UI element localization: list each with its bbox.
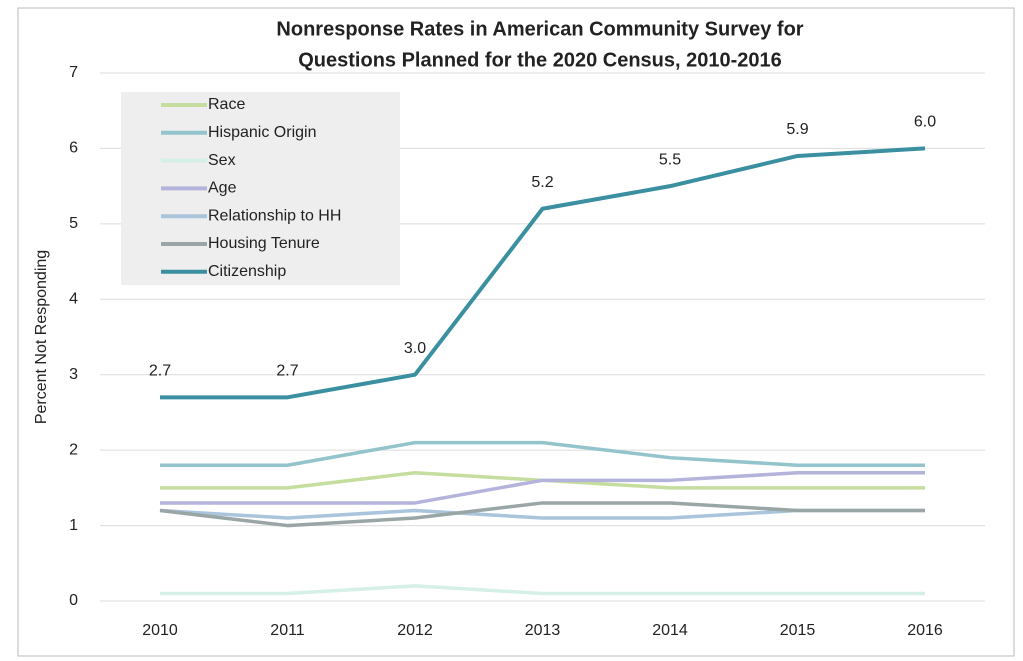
data-label: 5.9 xyxy=(786,121,808,138)
data-label: 6.0 xyxy=(914,114,936,131)
data-label: 2.7 xyxy=(149,363,171,380)
legend-label: Citizenship xyxy=(208,263,286,280)
legend-label: Age xyxy=(208,180,237,197)
line-series xyxy=(159,501,925,528)
x-tick-label: 2015 xyxy=(780,622,816,639)
chart-title: Nonresponse Rates in American Community … xyxy=(276,18,803,40)
y-tick-label: 6 xyxy=(69,140,78,157)
x-tick-label: 2013 xyxy=(525,622,561,639)
y-tick-label: 5 xyxy=(69,215,78,232)
y-tick-label: 0 xyxy=(69,592,78,609)
legend-label: Relationship to HH xyxy=(208,207,341,224)
line-series xyxy=(160,146,926,400)
x-tick-label: 2010 xyxy=(142,622,178,639)
y-axis-label: Percent Not Responding xyxy=(33,250,50,424)
data-label: 5.2 xyxy=(531,174,553,191)
y-tick-label: 4 xyxy=(69,291,78,308)
x-tick-label: 2014 xyxy=(652,622,688,639)
legend-label: Race xyxy=(208,96,245,113)
y-tick-label: 3 xyxy=(69,366,78,383)
data-label: 3.0 xyxy=(404,340,426,357)
legend-label: Hispanic Origin xyxy=(208,124,316,141)
x-tick-label: 2011 xyxy=(270,622,305,639)
x-tick-label: 2012 xyxy=(397,622,433,639)
line-series xyxy=(160,440,925,467)
line-series xyxy=(160,471,925,505)
legend-label: Housing Tenure xyxy=(208,235,320,252)
line-series xyxy=(160,584,925,596)
data-label: 2.7 xyxy=(276,363,298,380)
legend-label: Sex xyxy=(208,152,236,169)
y-tick-label: 2 xyxy=(69,441,78,458)
data-label: 5.5 xyxy=(659,151,681,168)
x-tick-label: 2016 xyxy=(907,622,943,639)
y-tick-label: 7 xyxy=(69,64,78,81)
y-tick-label: 1 xyxy=(69,517,78,534)
chart-title: Questions Planned for the 2020 Census, 2… xyxy=(298,49,782,71)
